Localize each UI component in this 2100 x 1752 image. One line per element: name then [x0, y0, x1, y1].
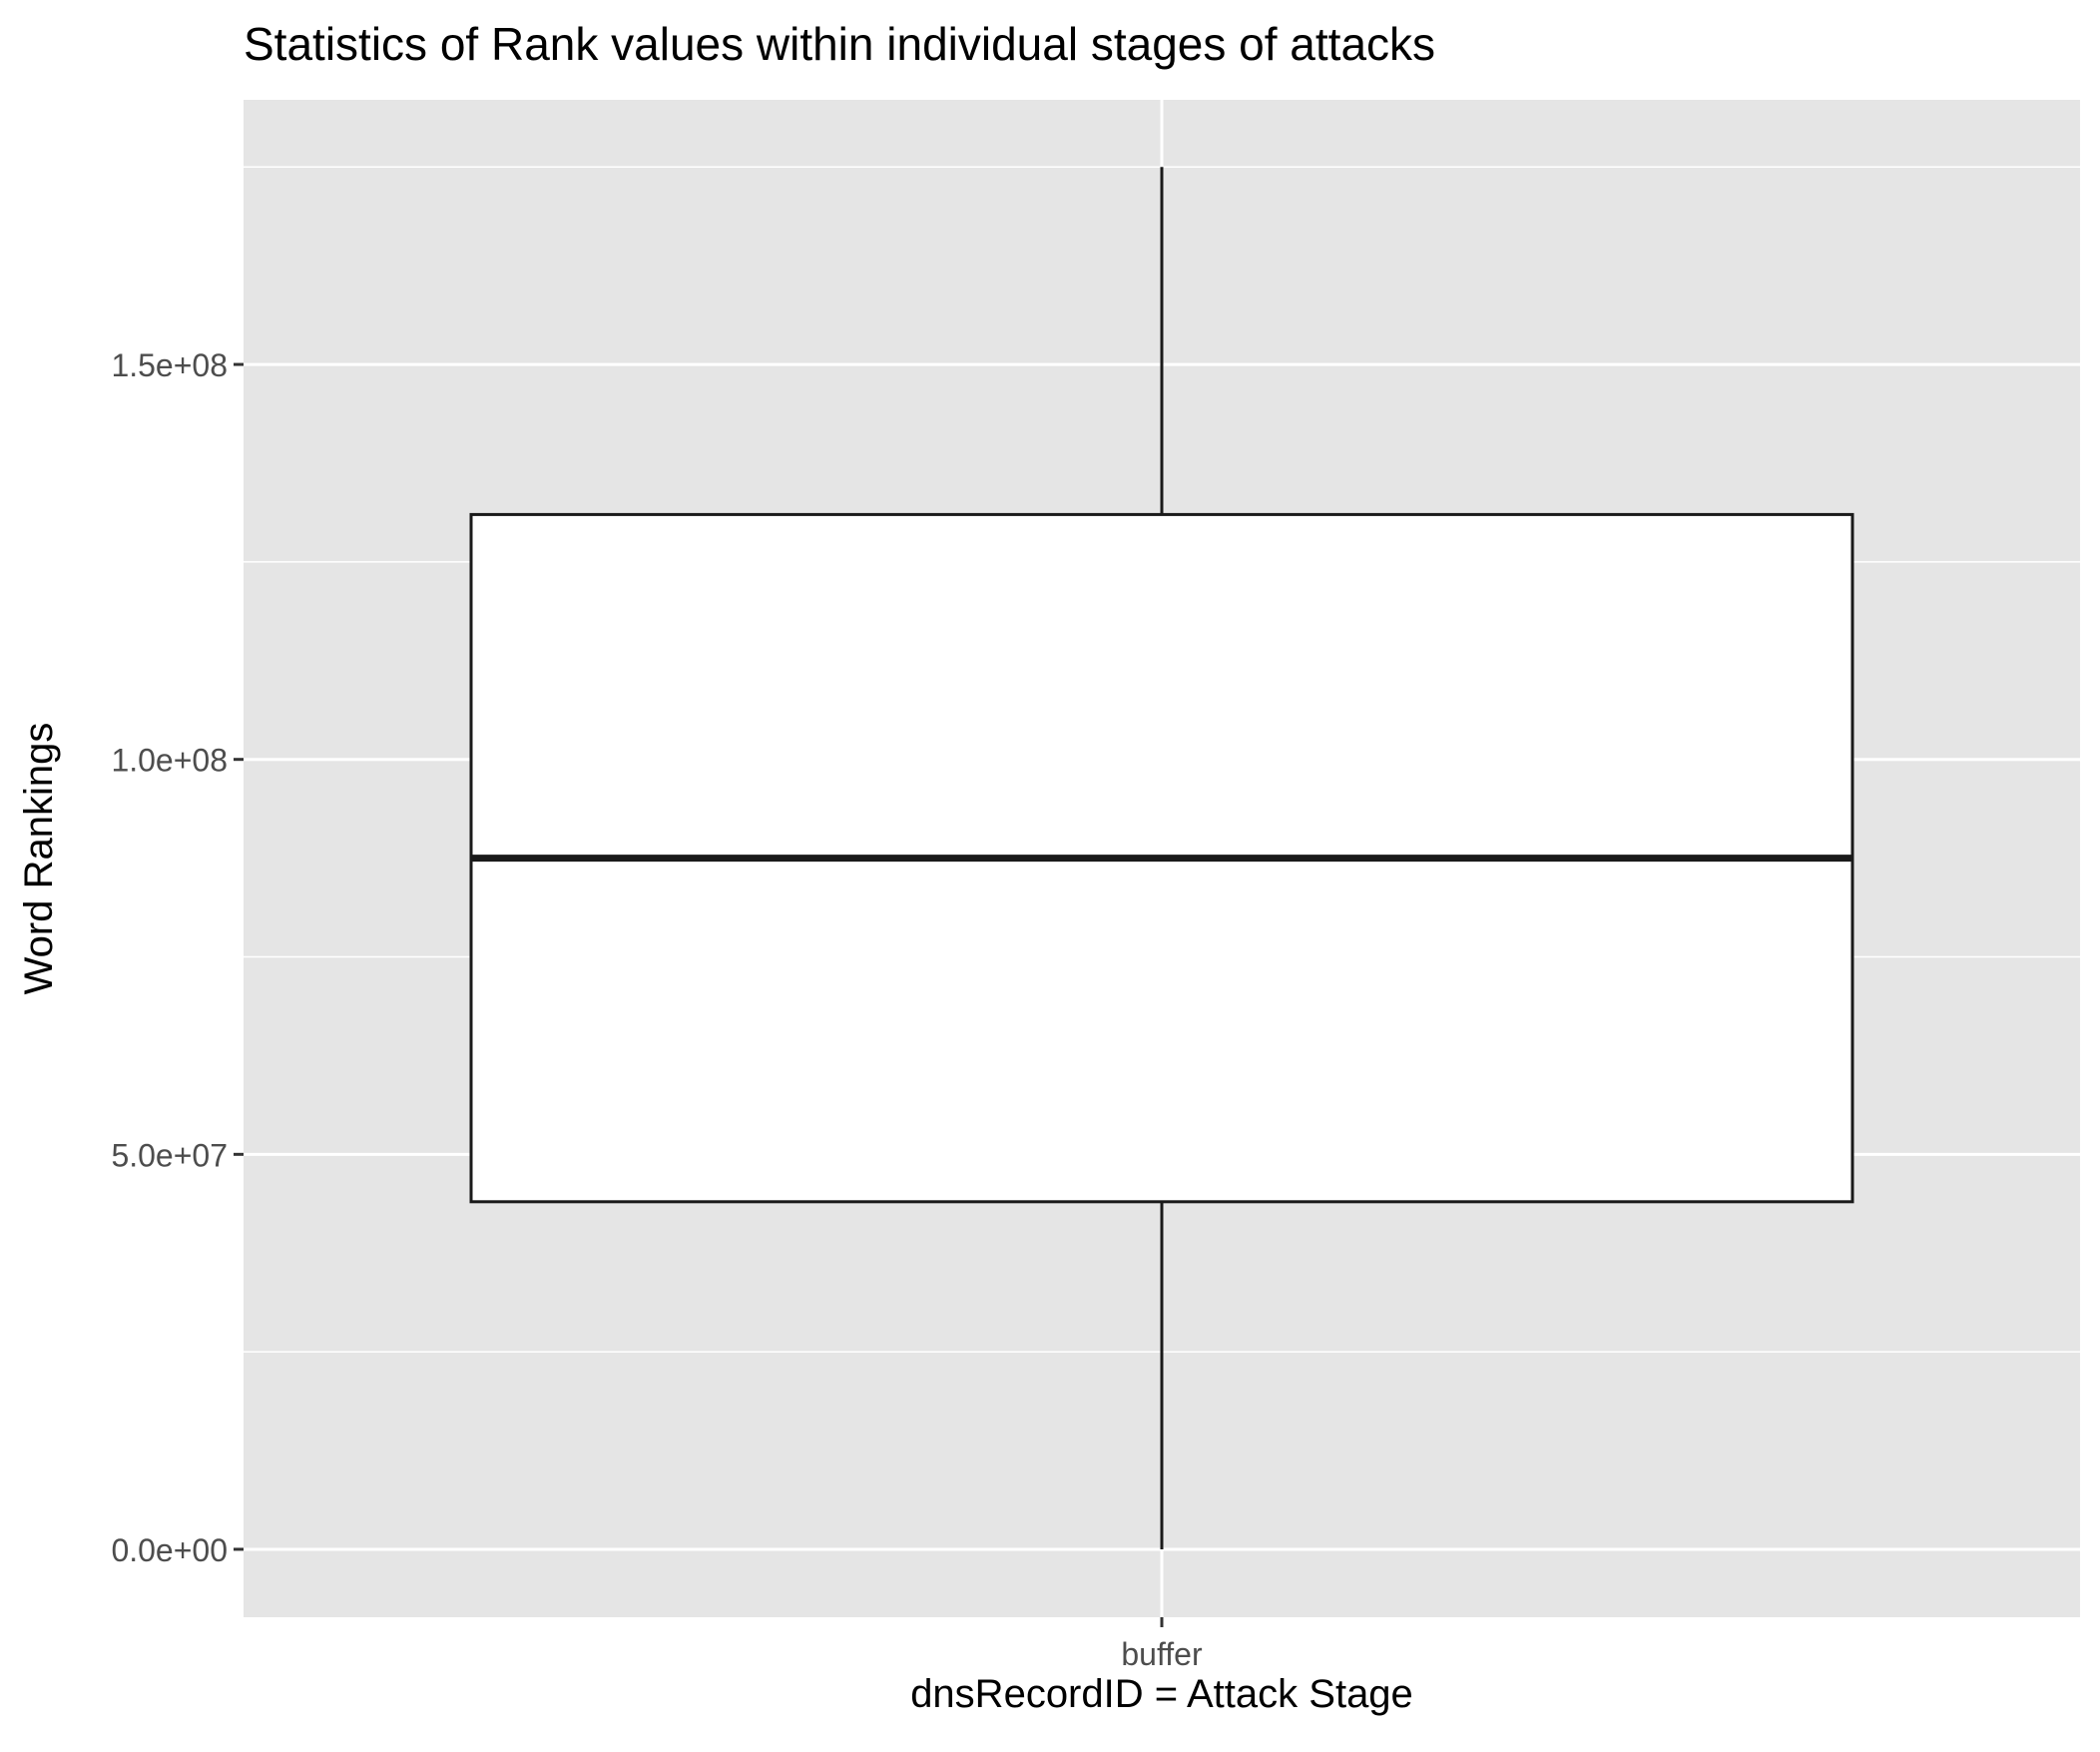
y-tick-label: 0.0e+00	[111, 1532, 228, 1568]
y-axis-title: Word Rankings	[17, 723, 61, 995]
x-tick-label: buffer	[1121, 1636, 1203, 1672]
box-group	[469, 167, 1854, 1549]
x-axis-title: dnsRecordID = Attack Stage	[910, 1672, 1413, 1716]
y-tick-label: 5.0e+07	[111, 1137, 228, 1173]
y-axis: 0.0e+00 5.0e+07 1.0e+08 1.5e+08	[111, 347, 244, 1568]
boxes	[469, 167, 1854, 1549]
y-tick-label: 1.0e+08	[111, 743, 228, 779]
chart-title: Statistics of Rank values within individ…	[244, 18, 1435, 70]
x-axis: buffer	[1121, 1617, 1203, 1672]
y-tick-label: 1.5e+08	[111, 347, 228, 383]
